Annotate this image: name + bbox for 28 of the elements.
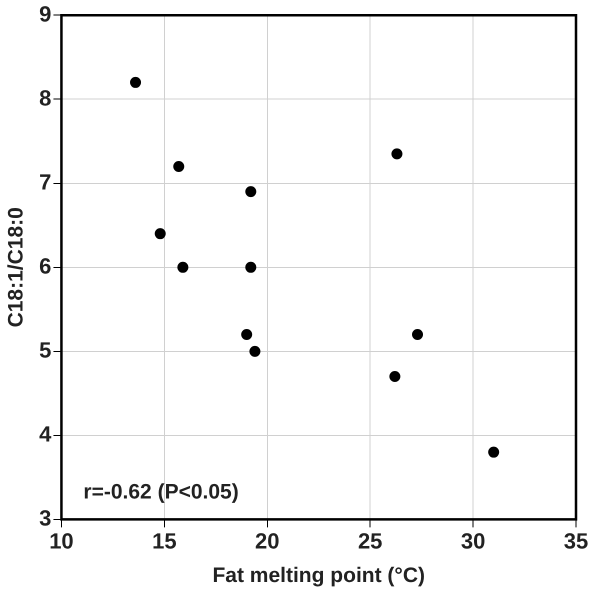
point <box>245 262 256 273</box>
point <box>177 262 188 273</box>
point <box>154 228 166 240</box>
annotation: r=-0.62 (P<0.05) <box>83 480 239 504</box>
x-tick-label: 15 <box>152 528 177 554</box>
x-tick-label: 10 <box>49 528 74 554</box>
y-tick-label: 5 <box>39 337 52 362</box>
point <box>241 329 252 340</box>
x-tick-label: 30 <box>460 528 486 554</box>
y-tick-label: 6 <box>39 253 52 278</box>
y-tick-label: 9 <box>39 1 52 26</box>
y-tick-label: 8 <box>39 85 52 110</box>
point <box>412 329 424 340</box>
x-axis-title: Fat melting point (°C) <box>212 564 425 588</box>
x-tick-label: 35 <box>564 528 588 554</box>
point <box>391 148 402 160</box>
y-tick-label: 4 <box>39 421 52 446</box>
point <box>173 160 184 172</box>
point <box>249 346 260 357</box>
point <box>130 76 142 88</box>
point <box>245 186 256 198</box>
point <box>488 446 500 458</box>
y-tick-label: 7 <box>39 169 52 194</box>
x-tick-label: 25 <box>358 528 382 554</box>
y-tick-label: 3 <box>39 505 52 530</box>
y-axis-title: C18:1/C18:0 <box>4 207 28 328</box>
point <box>389 371 400 382</box>
x-tick-label: 20 <box>255 528 280 554</box>
